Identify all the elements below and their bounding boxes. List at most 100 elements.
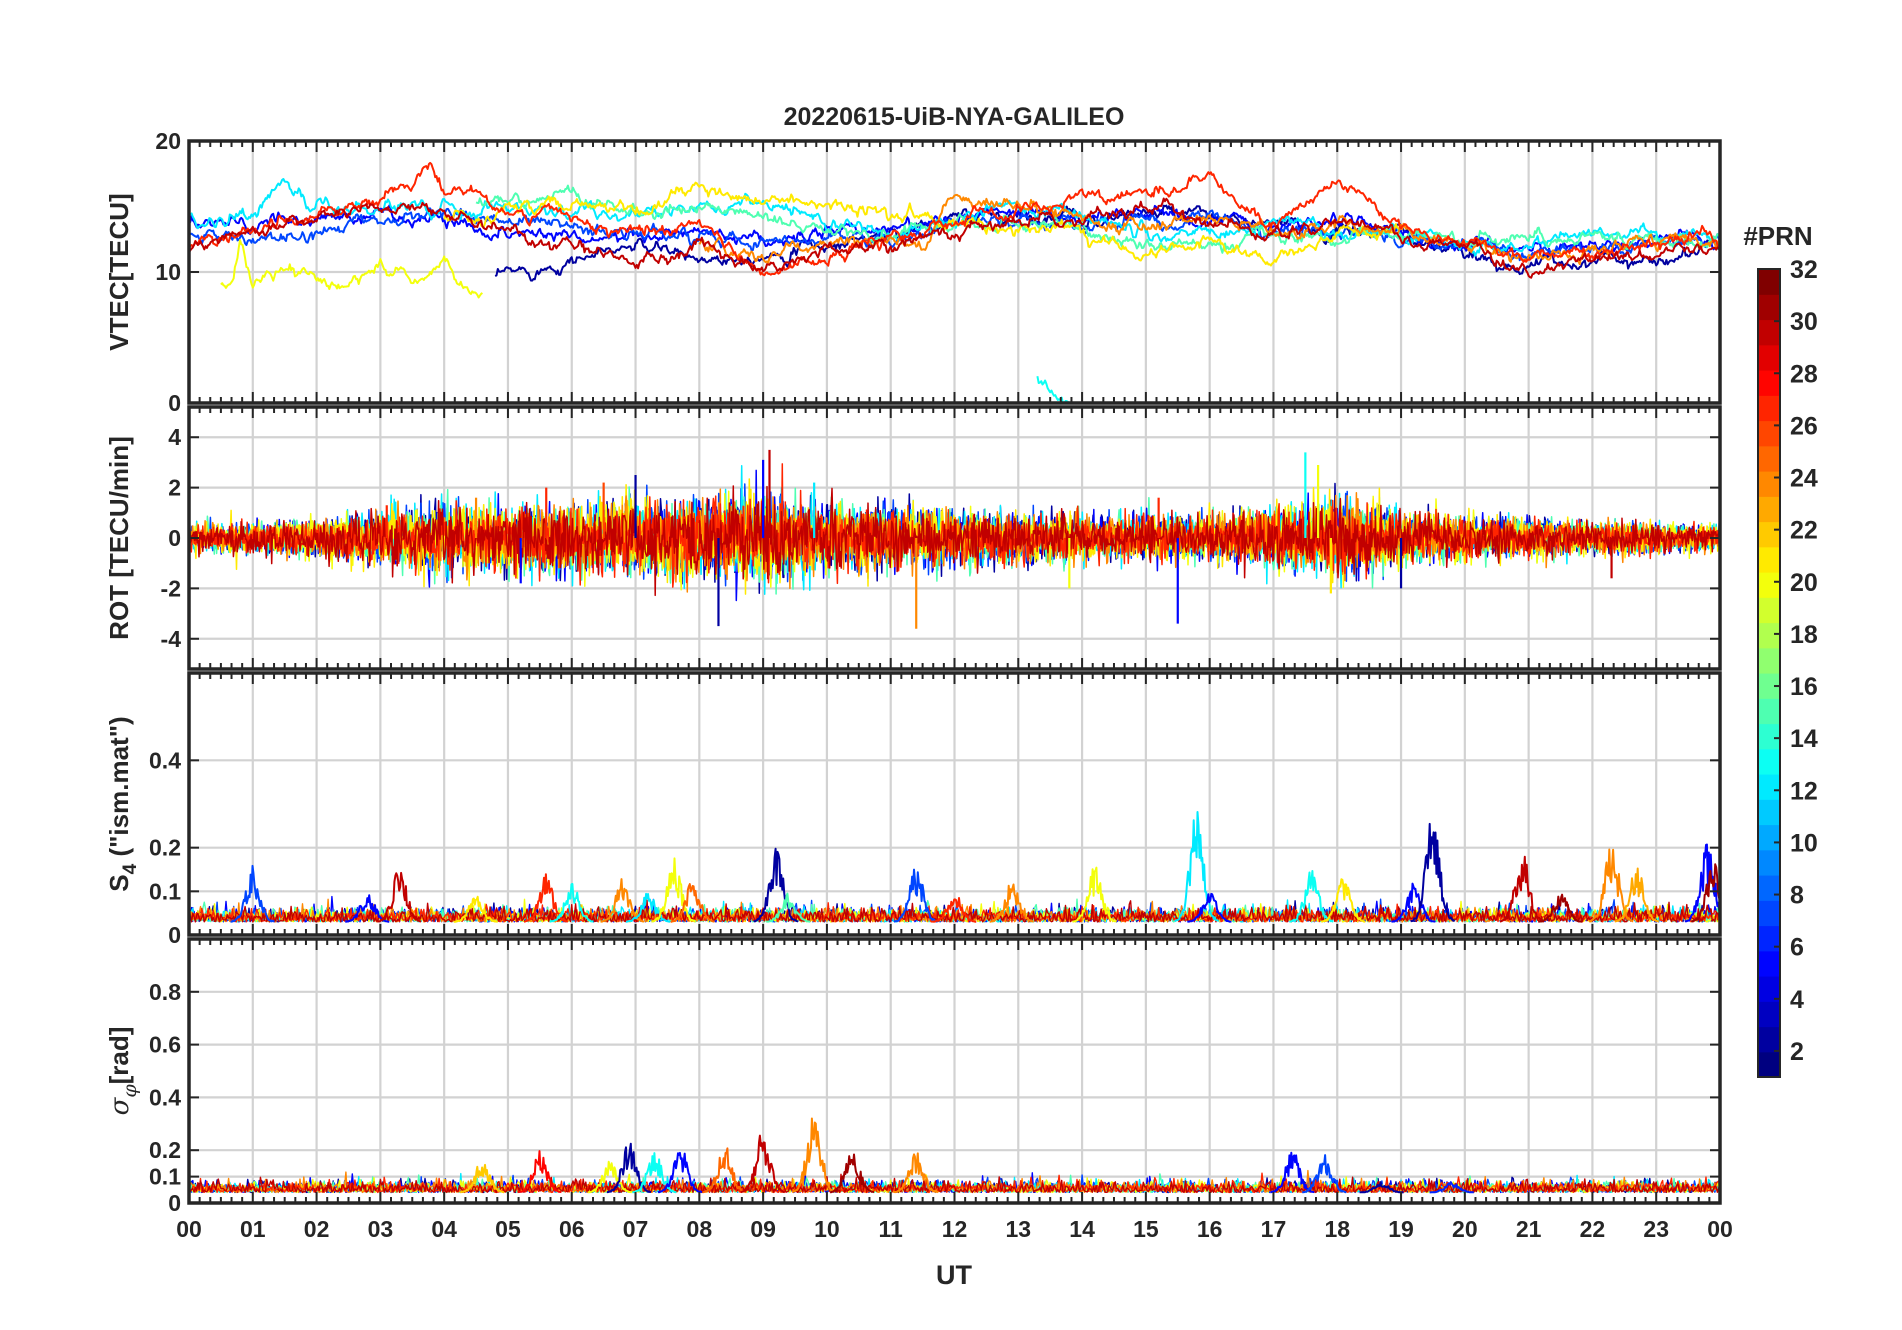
burst-prn-24 <box>989 883 1034 923</box>
burst-prn-20 <box>587 1160 632 1194</box>
burst-prn-31 <box>830 1153 875 1194</box>
colorbar-swatch <box>1758 420 1780 447</box>
burst-prn-20 <box>651 857 696 923</box>
colorbar-swatch <box>1758 900 1780 927</box>
y-tick-label: 0.4 <box>149 747 181 773</box>
x-tick-label: 16 <box>1197 1216 1223 1242</box>
colorbar-swatch <box>1758 319 1780 346</box>
colorbar-swatch <box>1758 471 1780 497</box>
grid-vtec <box>189 141 1720 403</box>
x-tick-label: 00 <box>1707 1216 1733 1242</box>
burst-prn-31 <box>1691 863 1720 923</box>
y-tick-label: 0.1 <box>149 878 181 904</box>
y-tick-label: 0.4 <box>149 1084 181 1110</box>
burst-prn-30 <box>1499 855 1544 923</box>
x-tick-label: 04 <box>431 1216 457 1242</box>
burst-prn-7 <box>893 868 939 923</box>
colorbar-swatch <box>1758 496 1780 523</box>
burst-prn-7 <box>230 864 275 923</box>
series-prn-13 <box>1036 376 1070 403</box>
colorbar-tick-label: 14 <box>1790 725 1818 753</box>
x-tick-label: 02 <box>304 1216 330 1242</box>
y-tick-label: 0.8 <box>149 979 181 1005</box>
burst-prn-24 <box>791 1117 837 1193</box>
series-prn-30 <box>189 1173 1720 1194</box>
colorbar-swatch <box>1758 774 1780 800</box>
colorbar-swatch <box>1758 925 1780 952</box>
colorbar-tick-label: 4 <box>1790 986 1804 1014</box>
panel-rot: -4 -2 0 2 4 ROT [TECU/min] <box>104 405 1722 671</box>
series-prn-27 <box>189 161 1720 277</box>
x-tick-label: 22 <box>1580 1216 1606 1242</box>
burst-prn-2 <box>1410 822 1456 923</box>
x-tick-label: 00 <box>176 1216 202 1242</box>
colorbar-swatch <box>1758 875 1780 901</box>
colorbar-title: #PRN <box>1743 221 1812 251</box>
burst-prn-5 <box>1270 1151 1315 1194</box>
y-tick-label: 20 <box>155 128 181 154</box>
y-tick-label: 0.6 <box>149 1032 181 1058</box>
x-tick-label: 19 <box>1388 1216 1414 1242</box>
colorbar-swatch <box>1758 269 1780 295</box>
colorbar-tick-label: 16 <box>1790 673 1818 701</box>
grid-s4 <box>189 673 1720 935</box>
x-tick-label: 23 <box>1643 1216 1669 1242</box>
grid-sigma_phi <box>189 939 1720 1203</box>
series-prn-30 <box>189 899 1720 923</box>
x-tick-label: 15 <box>1133 1216 1159 1242</box>
colorbar-tick-label: 30 <box>1790 308 1818 336</box>
colorbar-swatch <box>1758 445 1780 472</box>
burst-prn-6 <box>1429 1181 1474 1194</box>
colorbar-swatch <box>1758 698 1780 725</box>
colorbar-tick-label: 18 <box>1790 621 1818 649</box>
x-tick-label: 06 <box>559 1216 585 1242</box>
burst-prn-7 <box>1302 1154 1347 1194</box>
burst-prn-5 <box>1187 892 1232 923</box>
x-tick-label: 09 <box>750 1216 776 1242</box>
burst-prn-31 <box>1538 893 1583 923</box>
panel-sigma_phi: 00.10.2 0.4 0.6 0.8 σφ[rad] 00 01 02 03 04 05 06 07 0… <box>104 937 1733 1242</box>
burst-prn-20 <box>1072 866 1117 923</box>
x-tick-label: 11 <box>879 1216 904 1242</box>
burst-prn-30 <box>377 871 422 923</box>
burst-prn-27 <box>932 897 977 923</box>
colorbar-swatch <box>1758 723 1780 750</box>
colorbar-swatch <box>1758 799 1780 826</box>
colorbar-swatch <box>1758 294 1780 321</box>
colorbar-tick-label: 6 <box>1790 934 1804 962</box>
colorbar-swatch <box>1758 647 1780 674</box>
data-vtec <box>189 161 1720 403</box>
series-prn-21 <box>443 181 1402 267</box>
burst-prn-23 <box>1614 867 1660 923</box>
burst-prn-24 <box>893 1152 939 1194</box>
burst-prn-13 <box>1289 870 1334 923</box>
burst-prn-12 <box>625 892 671 923</box>
colorbar-swatch <box>1758 572 1780 598</box>
colorbar-tick-label: 28 <box>1790 360 1818 388</box>
x-tick-label: 01 <box>240 1216 266 1242</box>
series-prn-15 <box>475 184 1720 254</box>
colorbar-swatch <box>1758 546 1780 573</box>
y-tick-label: 0.2 <box>149 835 181 861</box>
x-tick-label: 17 <box>1261 1216 1287 1242</box>
colorbar-tick-label: 2 <box>1790 1038 1804 1066</box>
burst-prn-5 <box>1684 843 1720 923</box>
colorbar-tick-label: 26 <box>1790 412 1818 440</box>
x-tick-label: 14 <box>1069 1216 1095 1242</box>
y-axis-label: ROT [TECU/min] <box>104 436 134 640</box>
colorbar-tick-label: 32 <box>1790 256 1818 284</box>
burst-prn-25 <box>670 883 715 923</box>
y-tick-label: -2 <box>161 575 181 601</box>
x-tick-label: 18 <box>1324 1216 1350 1242</box>
x-tick-label: 13 <box>1005 1216 1031 1242</box>
data-sigma_phi <box>189 1117 1720 1194</box>
burst-prn-21 <box>1321 878 1366 923</box>
x-ticks-s4 <box>188 673 1721 935</box>
x-axis-label: UT <box>936 1260 972 1290</box>
colorbar-frame <box>1757 268 1781 1078</box>
x-tick-label: 20 <box>1452 1216 1478 1242</box>
burst-prn-5 <box>657 1151 703 1194</box>
y-tick-label: 10 <box>155 259 181 285</box>
series-prn-30 <box>189 485 1720 597</box>
